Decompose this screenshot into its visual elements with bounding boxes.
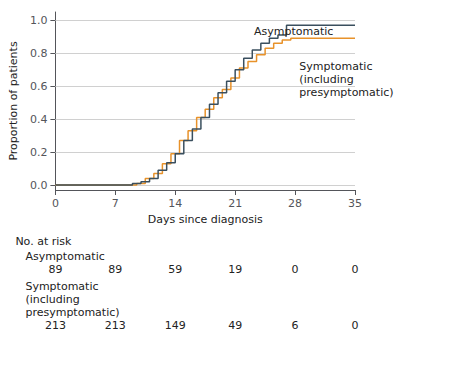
svg-text:6: 6 <box>292 319 299 332</box>
svg-text:59: 59 <box>168 263 182 276</box>
svg-text:0: 0 <box>52 197 59 210</box>
svg-text:19: 19 <box>228 263 242 276</box>
svg-text:7: 7 <box>112 197 119 210</box>
svg-text:0.8: 0.8 <box>30 47 48 60</box>
svg-text:0.6: 0.6 <box>30 80 48 93</box>
svg-text:presymptomatic): presymptomatic) <box>25 306 119 319</box>
svg-text:213: 213 <box>45 319 66 332</box>
svg-text:Proportion of patients: Proportion of patients <box>7 41 20 160</box>
svg-text:Asymptomatic: Asymptomatic <box>254 25 333 38</box>
svg-text:Symptomatic: Symptomatic <box>299 60 372 73</box>
svg-text:Symptomatic: Symptomatic <box>25 280 98 293</box>
svg-text:(including: (including <box>299 73 353 86</box>
svg-text:0.2: 0.2 <box>30 146 48 159</box>
svg-text:(including: (including <box>25 293 79 306</box>
svg-text:Days since diagnosis: Days since diagnosis <box>148 213 263 226</box>
svg-text:35: 35 <box>348 197 362 210</box>
svg-text:49: 49 <box>228 319 242 332</box>
svg-text:0: 0 <box>352 263 359 276</box>
svg-text:0: 0 <box>352 319 359 332</box>
svg-text:presymptomatic): presymptomatic) <box>299 86 393 99</box>
svg-text:No. at risk: No. at risk <box>15 235 72 248</box>
svg-text:149: 149 <box>165 319 186 332</box>
svg-text:0: 0 <box>292 263 299 276</box>
svg-text:1.0: 1.0 <box>30 14 48 27</box>
svg-text:0.0: 0.0 <box>30 179 48 192</box>
svg-text:213: 213 <box>105 319 126 332</box>
svg-text:14: 14 <box>168 197 182 210</box>
svg-text:0.4: 0.4 <box>30 113 48 126</box>
svg-text:Asymptomatic: Asymptomatic <box>25 250 104 263</box>
svg-text:21: 21 <box>228 197 242 210</box>
svg-text:28: 28 <box>288 197 302 210</box>
svg-text:89: 89 <box>48 263 62 276</box>
svg-text:89: 89 <box>108 263 122 276</box>
